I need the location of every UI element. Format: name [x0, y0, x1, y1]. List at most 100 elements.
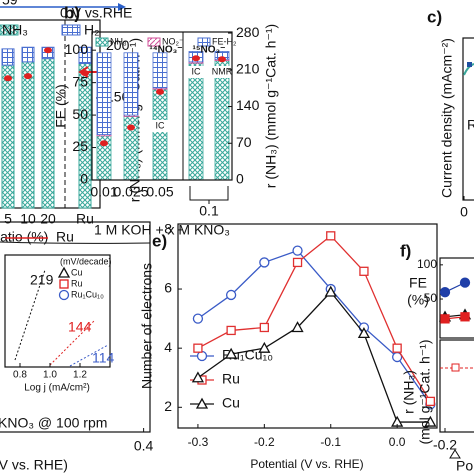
x-tick-label: -0.2: [433, 437, 457, 453]
x-tick-label: 20: [40, 211, 56, 227]
y2-tick-label: 140: [236, 97, 260, 113]
bar-segment: [123, 52, 139, 116]
axes-frame: [91, 31, 233, 181]
legend-swatch: [197, 37, 211, 47]
x-tick-label: -0.3: [188, 435, 209, 449]
marker: [359, 266, 369, 276]
panel-label: b): [64, 3, 80, 22]
marker: [291, 321, 304, 333]
y2-axis-unit: (mol g⁻¹Cat. h⁻¹): [417, 339, 433, 444]
x-axis-label: Ratio (%): [0, 229, 48, 245]
marker: [424, 415, 437, 427]
bar-label-bg: [187, 66, 205, 78]
dot: [127, 124, 135, 131]
marker: [292, 245, 303, 256]
bar-label: IC: [156, 120, 166, 130]
legend-swatch: [95, 37, 109, 47]
dot: [100, 140, 108, 147]
decor-curve: [463, 63, 474, 76]
x-tick-label: -0.1: [320, 435, 341, 449]
dot: [192, 55, 200, 62]
marker: [326, 231, 336, 241]
legend-label: FE-H₂: [212, 36, 237, 46]
x-tick-label: 10: [20, 211, 36, 227]
marker: [425, 396, 436, 407]
marker: [439, 287, 451, 298]
axes-frame: [439, 339, 474, 433]
axes-frame: [177, 223, 438, 429]
legend-label: Ru: [71, 278, 83, 288]
y-tick-label: 2: [164, 398, 172, 414]
marker: [192, 313, 204, 324]
dot: [218, 56, 226, 63]
decor-curve: [69, 344, 109, 367]
legend-swatch: [147, 37, 161, 47]
marker: [440, 314, 450, 324]
legend-label: Cu: [222, 395, 240, 411]
legend-swatch: [61, 24, 81, 36]
y2-tick-label: 200: [106, 37, 130, 53]
x-tick-label: 0.4: [134, 438, 154, 454]
axes-frame: [4, 254, 111, 368]
axes-frame: [462, 37, 474, 201]
y-tick-label: 100: [417, 257, 437, 271]
y-tick-label: 50: [424, 291, 438, 305]
y-tick-label: 75: [72, 73, 88, 89]
x-axis-label: Po: [456, 458, 473, 474]
y-tick-label: 25: [72, 138, 88, 154]
marker: [225, 347, 238, 359]
marker: [226, 325, 236, 336]
x-tick-label: 5: [4, 211, 12, 227]
marker: [193, 343, 203, 353]
marker: [258, 341, 271, 353]
dot: [156, 88, 164, 95]
decor-marker: [451, 363, 460, 372]
y-tick-label: 4: [164, 339, 172, 355]
x-tick-label: -0.2: [254, 435, 275, 449]
series-line: [197, 234, 431, 402]
marker: [459, 277, 471, 288]
x-tick-label: Ru: [76, 211, 94, 227]
bar-segment: [152, 52, 168, 89]
x-tick-label: 1.2: [73, 370, 87, 381]
decor-curve: [0, 241, 151, 244]
marker: [392, 343, 402, 353]
panel-label: f): [400, 241, 411, 260]
dot: [4, 75, 12, 82]
arrow-head: [118, 3, 126, 11]
marker: [292, 257, 303, 268]
bar-segment: [41, 58, 55, 209]
marker: [225, 289, 237, 301]
annotation: 59: [2, 0, 18, 8]
panel-label: e): [152, 231, 167, 250]
legend-label: NO₂⁻: [162, 36, 184, 46]
x-tick-label: 0.8: [13, 370, 27, 381]
axes-frame: [439, 257, 474, 339]
y-tick-label: 6: [164, 280, 172, 296]
inset-legend-title: (mV/decade): [60, 256, 112, 266]
slope-label: 114: [92, 350, 115, 366]
bar-label: IC: [192, 66, 202, 76]
x-axis-label: (V vs. RHE): [0, 457, 68, 473]
y2-axis-label: r (NH₃): [401, 370, 417, 414]
bar-segment: [214, 60, 230, 181]
bar-segment: [1, 48, 15, 66]
decor-curve: [49, 319, 96, 366]
marker: [59, 279, 69, 289]
y-tick-label: 50: [72, 106, 88, 122]
legend-label: Ru₁Cu₁₀: [71, 289, 104, 299]
slope-label: 219: [30, 272, 54, 288]
marker: [58, 289, 70, 301]
legend-label: Ru: [222, 371, 240, 387]
y-axis-unit: (%): [407, 292, 429, 308]
y2-axis-label: r (NH₃) (mmol g⁻¹Cat. h⁻¹): [263, 24, 279, 188]
legend-label: NH₃: [2, 22, 28, 38]
bar-segment: [21, 61, 35, 209]
x-tick-label: 1.0: [43, 370, 57, 381]
bar-label-bg: [213, 66, 231, 78]
y-tick-label: 100: [65, 41, 89, 57]
y-axis-label: FE (%): [53, 84, 69, 128]
bar-segment: [78, 46, 92, 64]
annotation: 0 V vs.RHE: [60, 5, 132, 21]
